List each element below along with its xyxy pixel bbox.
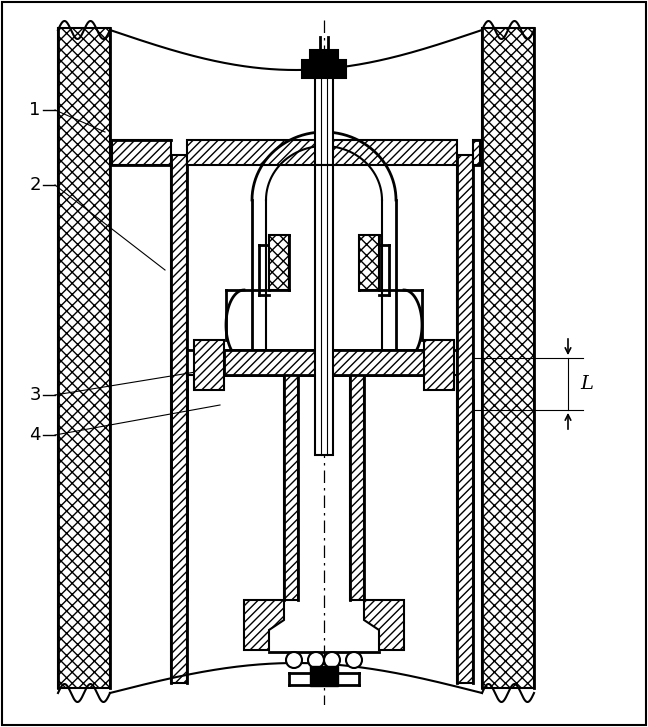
Circle shape (286, 652, 302, 668)
Polygon shape (244, 600, 284, 650)
Polygon shape (364, 600, 404, 650)
Bar (457, 155, 473, 683)
Bar (350, 375, 364, 600)
Circle shape (324, 652, 340, 668)
Text: 1: 1 (29, 101, 41, 119)
Polygon shape (252, 200, 396, 268)
Bar (315, 165, 333, 455)
Circle shape (308, 652, 324, 668)
Bar (302, 60, 346, 78)
Bar (269, 235, 289, 290)
Bar (187, 140, 457, 165)
Text: 2: 2 (29, 176, 41, 194)
Bar (194, 340, 224, 390)
Text: 3: 3 (29, 386, 41, 404)
Bar (424, 340, 454, 390)
Bar (482, 28, 534, 688)
Bar (57, 0, 535, 18)
Bar (315, 60, 333, 165)
Bar (382, 200, 396, 348)
Circle shape (346, 652, 362, 668)
Bar (57, 705, 535, 727)
Bar (171, 155, 187, 683)
Bar (310, 50, 338, 62)
Bar (284, 375, 298, 600)
Bar (473, 140, 480, 165)
Text: L: L (580, 375, 593, 393)
Text: 4: 4 (29, 426, 41, 444)
Bar (310, 666, 338, 686)
Bar (359, 235, 379, 290)
Bar (112, 140, 171, 165)
Bar (224, 350, 424, 375)
Bar (58, 28, 110, 688)
Bar (252, 200, 266, 348)
